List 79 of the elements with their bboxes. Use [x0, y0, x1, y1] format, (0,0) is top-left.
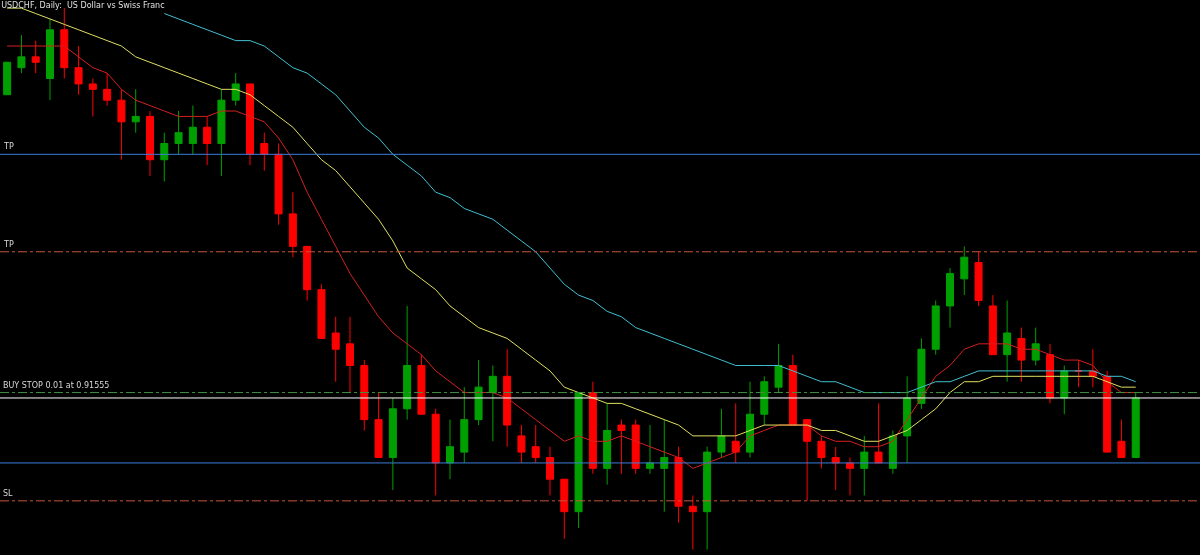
candlestick: [574, 392, 583, 529]
candlestick: [160, 132, 169, 182]
candlestick: [217, 88, 226, 177]
candlestick: [960, 245, 969, 296]
candlestick: [103, 72, 112, 107]
candlestick: [946, 267, 954, 329]
candlestick: [717, 408, 726, 459]
candlestick: [260, 132, 269, 172]
candlestick: [703, 446, 712, 551]
candlestick: [731, 402, 740, 464]
candlestick: [974, 251, 983, 307]
candlestick: [1088, 348, 1097, 388]
candlestick: [660, 419, 669, 513]
candlestick: [17, 34, 26, 74]
candlestick: [831, 446, 840, 491]
candlestick: [631, 419, 640, 475]
candlestick: [131, 88, 140, 134]
candlestick: [203, 115, 212, 166]
candlestick: [1131, 392, 1140, 459]
candlestick: [988, 294, 997, 356]
candlestick: [774, 343, 783, 394]
candlestick: [674, 446, 683, 524]
candlestick: [1031, 327, 1040, 366]
candlestick: [803, 419, 812, 502]
candlestick: [503, 348, 512, 448]
candlestick: [1117, 419, 1126, 459]
candlestick: [646, 424, 654, 475]
candlestick: [1103, 370, 1112, 453]
candlestick: [174, 110, 183, 155]
candlestick: [488, 364, 497, 442]
candlestick: [60, 7, 69, 80]
candlestick: [460, 386, 469, 464]
candlestick: [588, 381, 597, 475]
candlestick: [546, 446, 554, 496]
candlestick: [374, 392, 383, 459]
candlestick: [860, 435, 869, 496]
candlestick: [531, 424, 540, 464]
candlestick: [617, 419, 626, 475]
chart-title: USDCHF, Daily: US Dollar vs Swiss Franc: [1, 1, 165, 11]
candlestick: [1003, 300, 1012, 383]
candlestick: [517, 424, 526, 464]
candlestick: [874, 402, 883, 464]
candlestick: [417, 354, 426, 415]
candlestick: [231, 72, 240, 107]
candlestick: [1017, 327, 1026, 383]
candlestick: [274, 142, 283, 226]
ref-line-label: TP: [3, 240, 14, 249]
candlestick: [331, 316, 340, 383]
candlestick: [746, 381, 754, 459]
candlestick: [931, 300, 940, 356]
ref-line-label: SL: [3, 489, 14, 498]
candlestick: [760, 375, 769, 426]
candlestick: [31, 40, 40, 74]
candlestick: [88, 78, 97, 117]
candlestick: [3, 61, 12, 96]
candlestick: [474, 359, 483, 426]
candlestick: [146, 110, 154, 177]
candlestick: [388, 397, 397, 491]
candlestick: [46, 18, 54, 101]
candlestick: [117, 88, 126, 161]
candlestick: [288, 191, 297, 258]
candlestick: [346, 316, 354, 394]
candlestick: [846, 457, 854, 496]
candlestick: [560, 478, 569, 540]
candlestick: [817, 435, 826, 469]
ref-line-label: TP: [3, 142, 14, 151]
candlestick: [403, 305, 412, 421]
candlestick: [246, 83, 254, 166]
candlestick: [688, 494, 697, 551]
candlestick: [603, 402, 612, 486]
candlestick: [431, 408, 440, 496]
candlestick: [188, 105, 197, 155]
candlestick: [788, 354, 797, 426]
candlestick: [74, 45, 83, 96]
candlestick: [317, 283, 326, 339]
candlestick: [360, 359, 369, 431]
candlestick: [303, 245, 312, 302]
candlestick: [446, 419, 454, 480]
ref-line-label: BUY STOP 0.01 at 0.91555: [3, 381, 110, 390]
